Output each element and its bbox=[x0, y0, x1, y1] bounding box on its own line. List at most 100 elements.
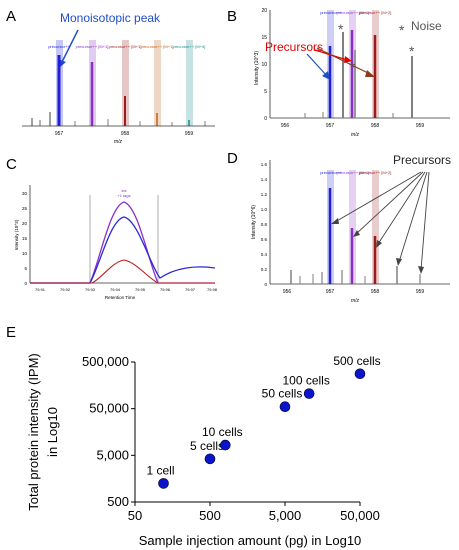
panel-d-ytick-02: 0.2 bbox=[261, 267, 268, 272]
x-tick-label: 50 bbox=[128, 508, 142, 523]
panel-d-xtick-956: 956 bbox=[283, 289, 292, 295]
panel-b-y-title: Intensity (10^3) bbox=[254, 51, 260, 85]
panel-b-ytick-20: 20 bbox=[261, 8, 267, 14]
panel-d-arrow-2 bbox=[355, 171, 424, 235]
panel-a-x-title: m/z bbox=[114, 139, 123, 145]
panel-c-ytick-20: 20 bbox=[22, 221, 28, 226]
panel-c-xtick-7: 79.97 bbox=[185, 287, 196, 292]
data-point bbox=[158, 478, 169, 489]
panel-d-tag-2: precursor++ [M+1] bbox=[337, 170, 370, 175]
panel-c-ytick-30: 30 bbox=[22, 191, 28, 196]
panel-d-ytick-14: 1.4 bbox=[261, 177, 268, 182]
panel-d-ytick-12: 1.2 bbox=[261, 192, 268, 197]
panel-a-annotation: Monoisotopic peak bbox=[60, 11, 161, 25]
data-point-label: 1 cell bbox=[147, 463, 175, 477]
panel-a-spectrum: Monoisotopic peak precursor++ precursor+… bbox=[22, 11, 215, 145]
y-tick-label: 50,000 bbox=[89, 401, 129, 416]
panel-c-xtick-8: 79.98 bbox=[207, 287, 218, 292]
panel-c-xtick-5: 79.95 bbox=[135, 287, 146, 292]
panel-b-asterisk-1: * bbox=[338, 21, 344, 37]
panel-b-asterisk-4: * bbox=[409, 43, 415, 59]
panel-d-arrowhead-4 bbox=[396, 258, 402, 266]
panel-c-xtick-6: 79.96 bbox=[160, 287, 171, 292]
panel-c-trace-red bbox=[30, 259, 215, 284]
panel-d-arrowhead-1 bbox=[331, 218, 339, 224]
panel-d: D 0 0.2 0.4 0.6 0.8 1.0 1.2 1.4 1.6 Inte… bbox=[225, 150, 459, 310]
panel-b-ytick-5: 5 bbox=[264, 89, 267, 95]
panel-a-xtick-959: 959 bbox=[185, 131, 194, 137]
panel-d-ytick-06: 0.6 bbox=[261, 237, 268, 242]
panel-b-ytick-10: 10 bbox=[261, 62, 267, 68]
panel-d-band-red bbox=[372, 170, 379, 284]
panel-d-ytick-08: 0.8 bbox=[261, 222, 268, 227]
data-point-label: 10 cells bbox=[202, 425, 243, 439]
panel-c-ytick-0: 0 bbox=[24, 281, 27, 286]
panel-a-tag-4: precursor++ [M+1] bbox=[141, 44, 174, 49]
panel-b-xtick-959: 959 bbox=[416, 123, 425, 129]
panel-b-tag-2: precursor++ [M+1] bbox=[337, 10, 370, 15]
panel-b-asterisk-2: * bbox=[350, 59, 356, 75]
panel-e-y-title-line1: Total protein intensity (IPM) bbox=[26, 353, 41, 511]
panel-a-tag-5: precursor++ [M+4] bbox=[173, 44, 206, 49]
panel-a-band-teal bbox=[186, 40, 193, 126]
panel-d-ytick-04: 0.4 bbox=[261, 252, 268, 257]
panel-c-trace-blue bbox=[30, 216, 216, 284]
panel-b-precursors-label: Precursors bbox=[265, 40, 323, 54]
panel-b-tag-1: precursor++ bbox=[320, 10, 342, 15]
panel-d-arrowhead-2 bbox=[353, 230, 360, 237]
panel-a-tag-3: precursor++ [M+1] bbox=[109, 44, 142, 49]
panel-c-xtick-1: 79.91 bbox=[35, 287, 46, 292]
panel-b-arrow-blue bbox=[306, 53, 328, 77]
panel-b-spectrum: 0 5 10 15 20 Intensity (10^3) 956 957 95… bbox=[254, 8, 450, 138]
panel-a-label: A bbox=[6, 8, 17, 25]
panel-a-tag-1: precursor++ bbox=[48, 44, 70, 49]
panel-c: C 0 5 10 15 20 25 30 Intensity (10^3) 79… bbox=[0, 150, 225, 310]
x-tick-label: 5,000 bbox=[269, 508, 302, 523]
data-point-label: 50 cells bbox=[262, 387, 303, 401]
data-point-label: 100 cells bbox=[282, 374, 329, 388]
panel-c-xtick-3: 79.93 bbox=[85, 287, 96, 292]
panel-d-arrowhead-3 bbox=[376, 240, 382, 248]
panel-a-tag-2: precursor++ [M+1] bbox=[76, 44, 109, 49]
panel-b-ytick-0: 0 bbox=[264, 116, 267, 122]
panel-b-arrowhead-red bbox=[344, 56, 352, 63]
panel-d-tag-3: precursor++ [M+2] bbox=[359, 170, 392, 175]
panel-b-arrow-brown bbox=[316, 47, 371, 75]
panel-c-ytick-25: 25 bbox=[22, 206, 28, 211]
panel-c-x-title: Retention Time bbox=[105, 295, 136, 300]
panel-c-xtick-4: 79.94 bbox=[110, 287, 121, 292]
x-tick-label: 50,000 bbox=[340, 508, 380, 523]
panel-a-band-orange bbox=[154, 40, 161, 126]
panel-e-x-title: Sample injection amount (pg) in Log10 bbox=[139, 533, 362, 548]
panel-c-ytick-15: 15 bbox=[22, 236, 28, 241]
panel-a: A Monoisotopic peak precursor++ precurso… bbox=[0, 0, 225, 160]
panel-c-trace-purple bbox=[30, 201, 215, 284]
panel-c-y-title: Intensity (10^3) bbox=[14, 219, 19, 250]
y-tick-label: 5,000 bbox=[96, 447, 129, 462]
panel-a-xtick-958: 958 bbox=[121, 131, 130, 137]
panel-b-xtick-958: 958 bbox=[371, 123, 380, 129]
panel-b-asterisk-3: * bbox=[399, 22, 405, 38]
panel-d-y-title: Intensity (10^6) bbox=[251, 205, 257, 239]
panel-d-xtick-959: 959 bbox=[416, 289, 425, 295]
panel-a-xtick-957: 957 bbox=[55, 131, 64, 137]
y-tick-label: 500,000 bbox=[82, 354, 129, 369]
panel-d-xtick-958: 958 bbox=[371, 289, 380, 295]
panel-b-tag-3: precursor++ [M+2] bbox=[359, 10, 392, 15]
panel-e-y-title-line2: in Log10 bbox=[45, 407, 60, 457]
panel-d-xtick-957: 957 bbox=[326, 289, 335, 295]
panel-a-band-red bbox=[122, 40, 129, 126]
panel-d-arrow-3 bbox=[377, 171, 426, 245]
panel-d-precursors-label: Precursors bbox=[393, 153, 451, 167]
panel-b-label: B bbox=[227, 8, 238, 25]
data-point bbox=[354, 368, 366, 380]
panel-c-ytick-10: 10 bbox=[22, 251, 28, 256]
data-point-label: 5 cells bbox=[190, 439, 224, 453]
data-point bbox=[204, 453, 216, 465]
panel-d-arrow-5 bbox=[420, 171, 430, 271]
panel-d-arrowhead-5 bbox=[418, 266, 424, 274]
panel-c-xtick-2: 79.92 bbox=[60, 287, 71, 292]
panel-c-peak-tag-2: +1 tags bbox=[117, 193, 130, 198]
panel-c-ytick-5: 5 bbox=[24, 266, 27, 271]
data-point bbox=[279, 401, 291, 413]
